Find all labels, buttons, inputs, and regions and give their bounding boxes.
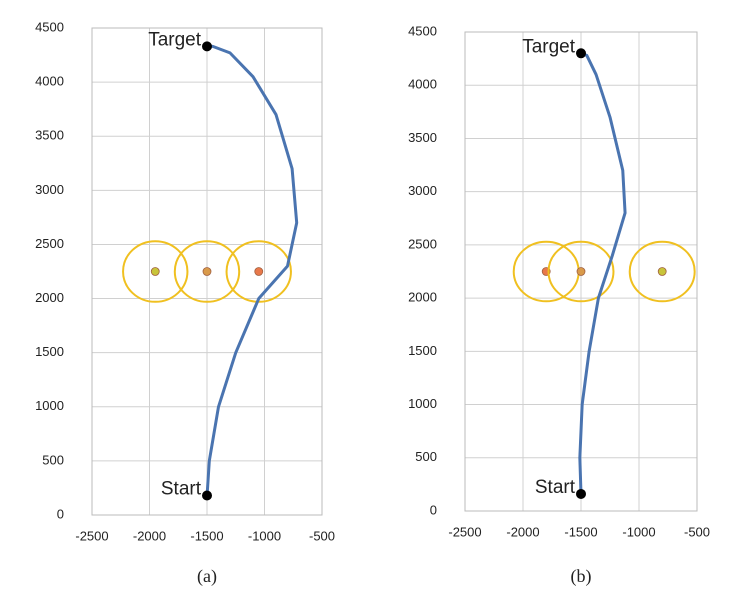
x-tick-label: -500	[684, 524, 710, 539]
annotation-label: Start	[161, 479, 202, 500]
obstacle-ring	[628, 240, 696, 303]
annotation-label: Target	[522, 36, 576, 57]
y-tick-label: 2500	[408, 236, 437, 251]
y-tick-label: 1500	[35, 344, 64, 359]
y-tick-label: 3500	[35, 128, 64, 143]
obstacle-ring	[547, 240, 615, 303]
y-tick-label: 3000	[35, 182, 64, 197]
annotation-point	[576, 48, 586, 59]
obstacle-center	[202, 267, 212, 276]
trajectory	[205, 44, 299, 497]
y-tick-label: 3000	[408, 183, 437, 198]
y-tick-label: 500	[415, 449, 437, 464]
obstacle-center	[150, 267, 160, 276]
annotation-label: Start	[535, 477, 576, 498]
plot-frame	[91, 27, 323, 516]
x-tick-label: -1500	[564, 524, 597, 539]
y-tick-label: 1000	[408, 396, 437, 411]
y-tick-label: 0	[57, 506, 64, 521]
annotation-label: Target	[148, 29, 202, 50]
x-tick-label: -2500	[75, 528, 108, 543]
y-tick-label: 0	[430, 502, 437, 517]
x-tick-label: -1000	[622, 524, 655, 539]
x-tick-label: -2000	[133, 528, 166, 543]
x-tick-label: -2000	[506, 524, 539, 539]
y-tick-label: 4500	[408, 23, 437, 38]
y-tick-label: 4000	[35, 74, 64, 89]
obstacle-center	[576, 267, 586, 276]
x-tick-label: -1500	[190, 528, 223, 543]
annotation-point	[202, 41, 212, 52]
y-tick-label: 4500	[35, 19, 64, 34]
y-tick-label: 2000	[35, 290, 64, 305]
obstacle-ring	[122, 240, 189, 303]
obstacle-center	[657, 267, 667, 276]
y-tick-label: 4000	[408, 77, 437, 92]
x-tick-label: -500	[309, 528, 335, 543]
annotation-point	[202, 490, 212, 501]
trajectory	[578, 51, 627, 495]
y-tick-label: 2000	[408, 290, 437, 305]
obstacle-ring	[173, 240, 241, 303]
plot-frame	[464, 31, 698, 512]
x-tick-label: -2500	[448, 524, 481, 539]
caption: (a)	[197, 566, 217, 587]
x-tick-label: -1000	[248, 528, 281, 543]
annotation-point	[576, 488, 586, 499]
caption: (b)	[571, 566, 592, 587]
y-tick-label: 2500	[35, 236, 64, 251]
y-tick-label: 500	[42, 452, 64, 467]
obstacle-center	[254, 267, 264, 276]
y-tick-label: 1500	[408, 343, 437, 358]
y-tick-label: 3500	[408, 130, 437, 145]
y-tick-label: 1000	[35, 398, 64, 413]
